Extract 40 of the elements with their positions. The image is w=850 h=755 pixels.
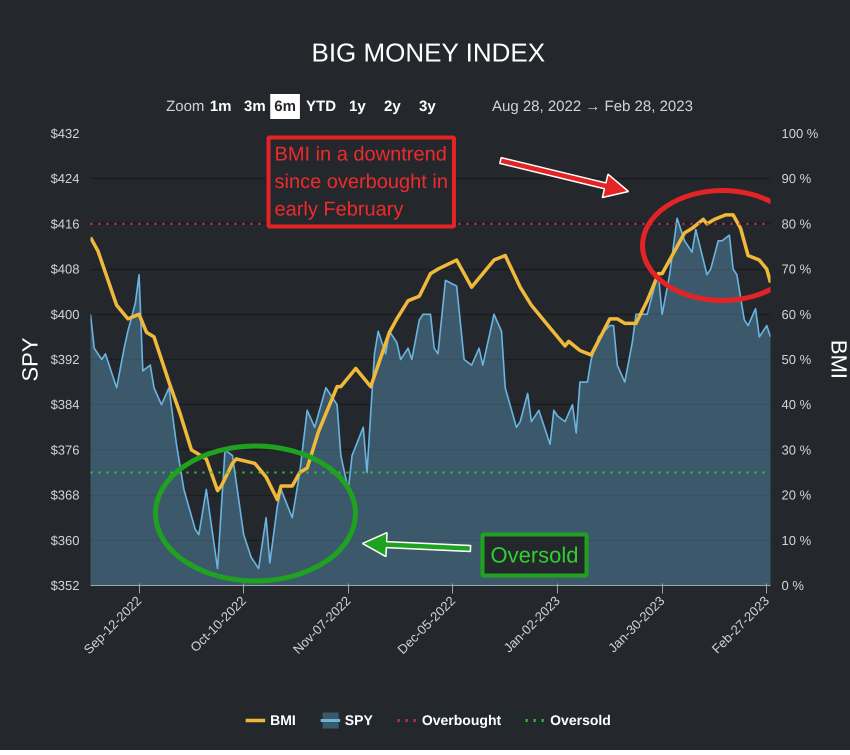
y2-tick-label: 40 % — [782, 397, 812, 412]
y-tick-label: $360 — [50, 532, 80, 548]
text: 6m — [274, 98, 296, 115]
text: Aug 28, 2022 → Feb 28, 2023 — [492, 98, 693, 115]
text: 3m — [244, 98, 266, 115]
y-tick-label: $424 — [50, 171, 80, 186]
y2-tick-label: 60 % — [782, 306, 812, 322]
annotation: BMI in a downtrend since overbought in early February — [274, 144, 448, 220]
y-axis-title: SPY — [18, 337, 43, 382]
legend-label: Overbought — [422, 712, 502, 728]
text: YTD — [306, 98, 336, 115]
legend-label: SPY — [344, 712, 373, 728]
y-tick-label: $392 — [50, 352, 80, 367]
y-tick-label: $416 — [50, 216, 80, 232]
text: Zoom — [166, 98, 204, 115]
y2-tick-label: 80 % — [782, 216, 812, 232]
legend-label: Oversold — [550, 712, 611, 728]
text: 3y — [418, 98, 436, 115]
y2-tick-label: 100 % — [782, 126, 819, 141]
text: 2y — [384, 98, 402, 115]
y-tick-label: $384 — [50, 397, 80, 412]
y2-axis-title: BMI — [826, 340, 850, 380]
legend-label: BMI — [270, 712, 296, 728]
y2-tick-label: 10 % — [782, 532, 812, 548]
y2-tick-label: 50 % — [782, 352, 812, 367]
y-tick-label: $408 — [50, 262, 80, 277]
y2-tick-label: 70 % — [782, 262, 812, 277]
y-tick-label: $432 — [50, 126, 80, 141]
y2-tick-label: 30 % — [782, 442, 812, 458]
annotation: Oversold — [490, 542, 579, 568]
text: 1m — [210, 98, 232, 115]
y2-tick-label: 20 % — [782, 488, 812, 503]
y2-tick-label: 90 % — [782, 171, 812, 186]
y-tick-label: $400 — [50, 306, 80, 322]
text: 1y — [348, 98, 366, 115]
y-tick-label: $368 — [50, 488, 80, 503]
chart-title: BIG MONEY INDEX — [311, 38, 546, 68]
y-tick-label: $352 — [50, 578, 80, 593]
y2-tick-label: 0 % — [782, 578, 804, 593]
y-tick-label: $376 — [50, 442, 80, 458]
